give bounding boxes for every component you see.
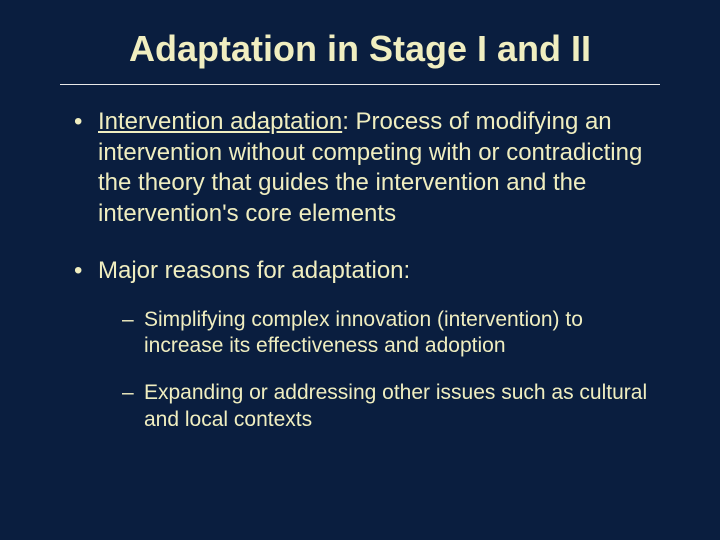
bullet-text: Major reasons for adaptation:: [98, 257, 410, 284]
bullet-item: Intervention adaptation: Process of modi…: [70, 107, 660, 230]
title-underline: [60, 84, 660, 85]
bullet-item: Major reasons for adaptation: Simplifyin…: [70, 256, 660, 434]
slide: Adaptation in Stage I and II Interventio…: [0, 0, 720, 540]
sub-bullet-list: Simplifying complex innovation (interven…: [120, 307, 660, 435]
sub-bullet-item: Simplifying complex innovation (interven…: [120, 307, 660, 361]
slide-title: Adaptation in Stage I and II: [100, 28, 620, 70]
bullet-list: Intervention adaptation: Process of modi…: [70, 107, 660, 434]
underlined-term: Intervention adaptation: [98, 108, 342, 135]
sub-bullet-item: Expanding or addressing other issues suc…: [120, 380, 660, 434]
